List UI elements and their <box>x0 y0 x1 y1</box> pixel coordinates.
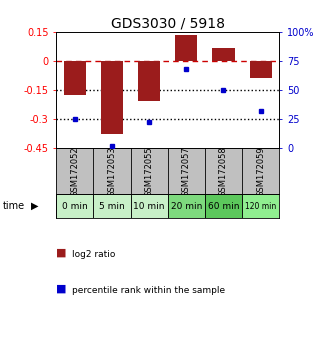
Bar <box>101 61 123 135</box>
Bar <box>242 194 279 218</box>
Text: 10 min: 10 min <box>134 201 165 211</box>
Text: 0 min: 0 min <box>62 201 88 211</box>
Bar <box>249 61 272 78</box>
Text: GSM172053: GSM172053 <box>108 146 117 196</box>
Bar <box>205 194 242 218</box>
Bar <box>175 35 197 61</box>
Bar <box>131 194 168 218</box>
Text: ■: ■ <box>56 284 67 293</box>
Text: 20 min: 20 min <box>171 201 202 211</box>
Text: GSM172059: GSM172059 <box>256 146 265 196</box>
Bar <box>138 61 160 101</box>
Bar <box>56 194 93 218</box>
Bar <box>213 48 235 61</box>
Bar <box>93 194 131 218</box>
Text: GSM172058: GSM172058 <box>219 146 228 196</box>
Text: ■: ■ <box>56 248 67 258</box>
Text: time: time <box>3 201 25 211</box>
Text: ▶: ▶ <box>30 201 38 211</box>
Title: GDS3030 / 5918: GDS3030 / 5918 <box>111 17 225 31</box>
Text: percentile rank within the sample: percentile rank within the sample <box>72 286 225 295</box>
Text: log2 ratio: log2 ratio <box>72 250 116 259</box>
Text: GSM172057: GSM172057 <box>182 146 191 196</box>
Text: 5 min: 5 min <box>99 201 125 211</box>
Bar <box>168 194 205 218</box>
Text: 60 min: 60 min <box>208 201 239 211</box>
Text: GSM172055: GSM172055 <box>145 146 154 196</box>
Text: GSM172052: GSM172052 <box>70 146 79 196</box>
Bar <box>64 61 86 95</box>
Text: 120 min: 120 min <box>245 201 276 211</box>
